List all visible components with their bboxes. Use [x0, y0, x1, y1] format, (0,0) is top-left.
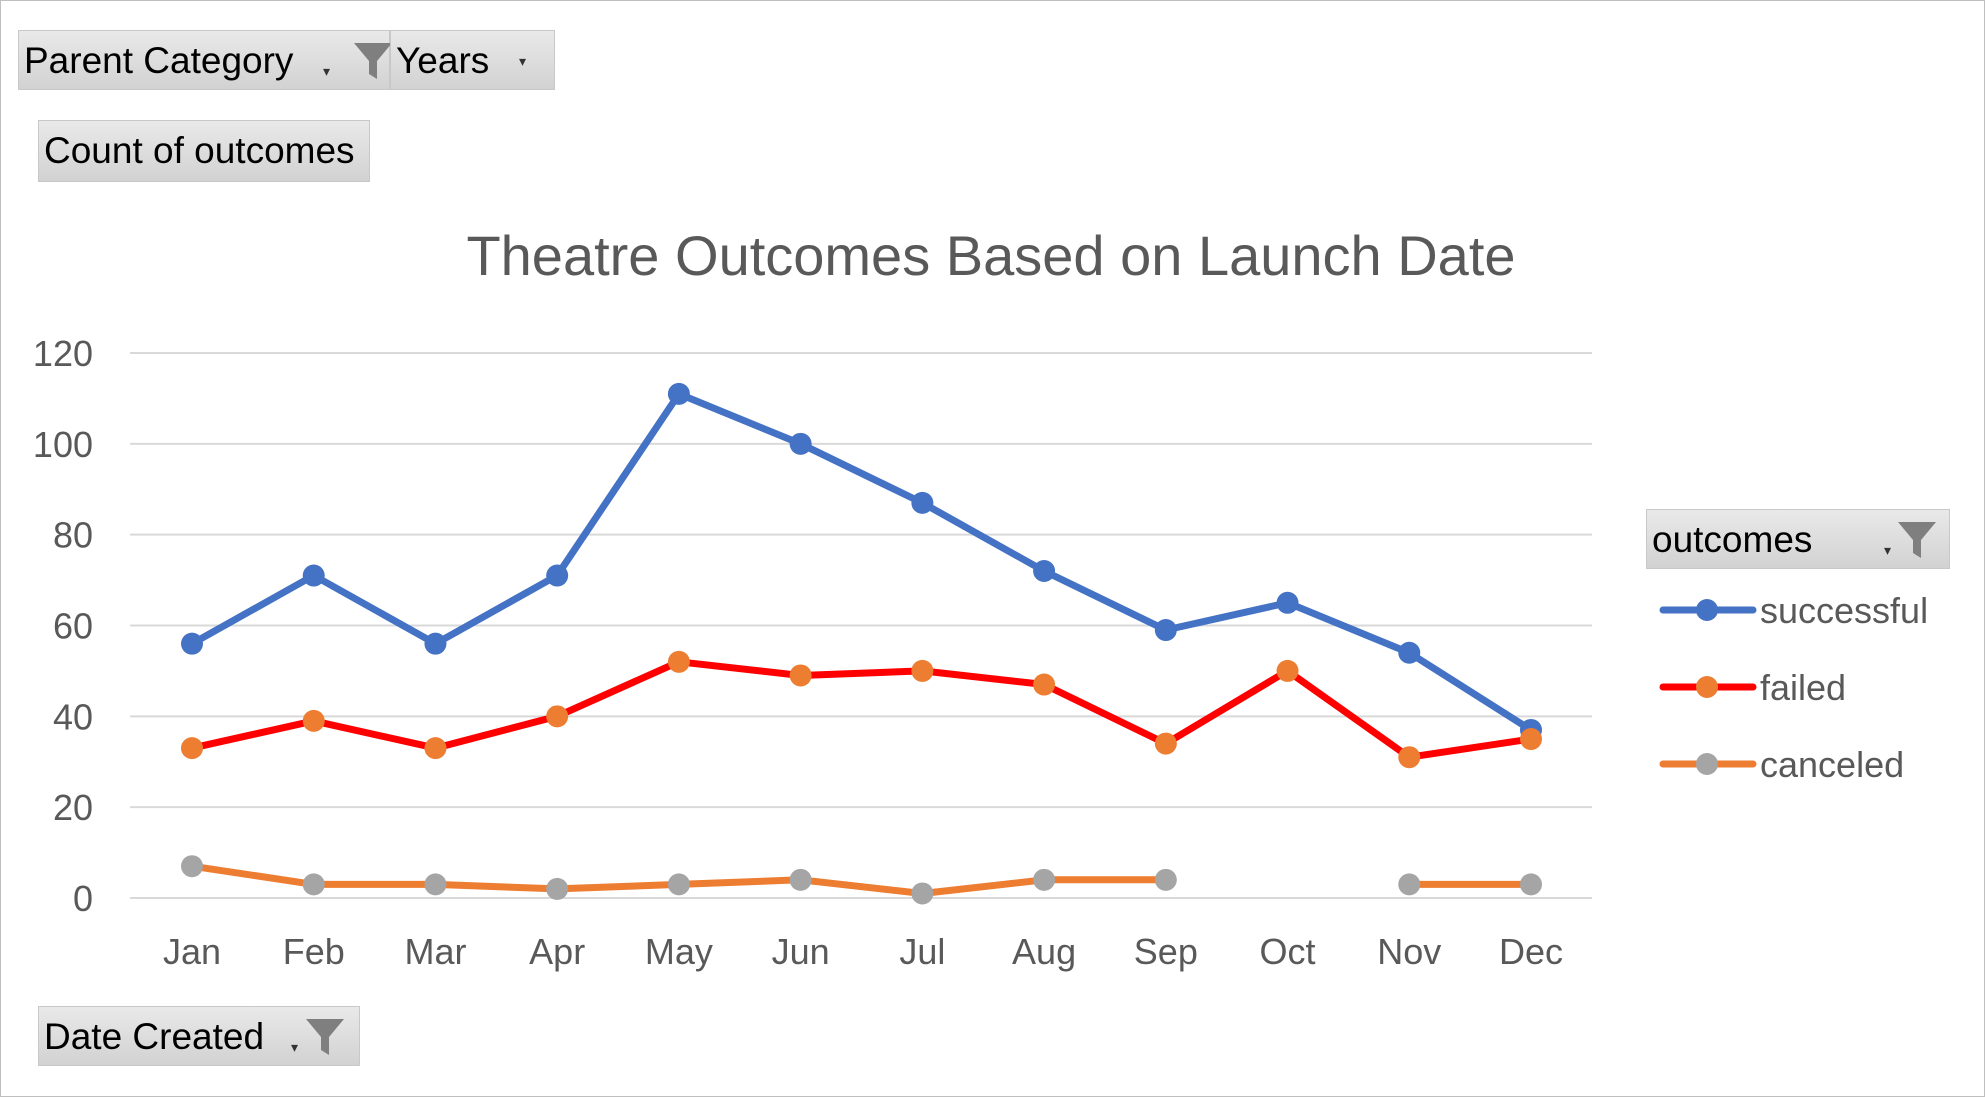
y-tick-label: 80 — [53, 515, 93, 556]
x-tick-label: Jan — [163, 931, 221, 972]
x-tick-label: Nov — [1377, 931, 1441, 972]
x-tick-label: Aug — [1012, 931, 1076, 972]
successful-point-feb — [302, 564, 325, 587]
series-canceled — [181, 855, 1542, 905]
legend-label: successful — [1760, 590, 1928, 631]
canceled-point-jan — [181, 855, 203, 878]
failed-point-feb — [302, 709, 325, 732]
series-failed — [181, 650, 1542, 769]
legend-entry-failed[interactable]: failed — [1659, 667, 1846, 708]
count-of-outcomes-field-button[interactable]: Count of outcomes — [38, 120, 370, 182]
successful-point-oct — [1276, 591, 1299, 614]
failed-point-may — [667, 650, 690, 673]
failed-line — [188, 658, 1535, 761]
date-created-filter-button[interactable]: Date Created ▾ — [38, 1006, 360, 1066]
failed-point-apr — [546, 705, 569, 728]
chevron-down-icon: ▾ — [291, 1039, 299, 1055]
canceled-point-sep — [1154, 868, 1177, 891]
y-tick-label: 60 — [53, 606, 93, 647]
successful-point-sep — [1154, 619, 1177, 642]
y-tick-label: 120 — [33, 333, 93, 374]
x-tick-label: Dec — [1499, 931, 1563, 972]
x-tick-label: Feb — [283, 931, 345, 972]
successful-line — [188, 390, 1535, 734]
failed-point-mar — [424, 737, 447, 760]
successful-point-apr — [546, 564, 569, 587]
years-label: Years — [396, 40, 490, 81]
count-of-outcomes-label: Count of outcomes — [44, 130, 355, 171]
legend-marker-swatch — [1696, 753, 1718, 775]
legend-marker-swatch — [1696, 599, 1718, 621]
outcomes-legend-filter-button[interactable]: outcomes ▾ — [1646, 509, 1950, 569]
x-tick-label: Jun — [772, 931, 830, 972]
failed-point-oct — [1276, 659, 1299, 682]
x-tick-label: Apr — [529, 931, 585, 972]
legend-entry-successful[interactable]: successful — [1659, 590, 1928, 631]
y-tick-label: 0 — [73, 878, 93, 919]
chart-title: Theatre Outcomes Based on Launch Date — [466, 224, 1515, 287]
x-axis-tick-labels: Jan Feb Mar Apr May Jun Jul Aug Sep Oct Nov Dec — [163, 931, 1563, 972]
chevron-down-icon: ▾ — [323, 63, 331, 79]
filter-icon — [306, 1019, 344, 1055]
legend-label: canceled — [1760, 744, 1904, 785]
chevron-down-icon: ▾ — [519, 53, 527, 69]
canceled-point-feb — [302, 873, 325, 896]
legend-entry-canceled[interactable]: canceled — [1659, 744, 1904, 785]
failed-point-aug — [1033, 673, 1056, 696]
canceled-point-jul — [911, 882, 934, 905]
legend-marker-swatch — [1696, 676, 1718, 698]
failed-point-dec — [1520, 728, 1542, 751]
canceled-point-nov — [1398, 873, 1421, 896]
filter-icon — [1898, 522, 1936, 558]
successful-point-jan — [181, 632, 203, 655]
date-created-label: Date Created — [44, 1016, 265, 1057]
chevron-down-icon: ▾ — [1884, 542, 1892, 558]
series-lines — [181, 382, 1542, 905]
successful-point-aug — [1033, 560, 1056, 582]
y-tick-label: 40 — [53, 696, 93, 737]
canceled-point-dec — [1520, 873, 1542, 896]
successful-point-jun — [789, 432, 812, 455]
legend: successful failed canceled — [1659, 590, 1928, 785]
successful-point-mar — [424, 632, 447, 655]
failed-point-jun — [789, 664, 812, 687]
legend-label: failed — [1760, 667, 1846, 708]
canceled-point-mar — [424, 873, 447, 896]
y-tick-label: 100 — [33, 424, 93, 465]
years-filter-button[interactable]: Years ▾ — [390, 30, 555, 90]
y-axis-tick-labels: 0 20 40 60 80 100 120 — [33, 333, 93, 919]
outcomes-label: outcomes — [1652, 519, 1813, 560]
x-tick-label: Jul — [899, 931, 945, 972]
successful-point-jul — [911, 491, 934, 514]
canceled-point-may — [667, 873, 690, 896]
parent-category-filter-button[interactable]: Parent Category ▾ — [18, 30, 392, 90]
x-tick-label: May — [645, 931, 713, 972]
failed-point-nov — [1398, 746, 1421, 769]
successful-point-nov — [1398, 641, 1421, 664]
gridlines — [130, 352, 1592, 899]
failed-point-sep — [1154, 732, 1177, 755]
x-tick-label: Sep — [1134, 931, 1198, 972]
failed-point-jan — [181, 737, 203, 760]
series-successful — [181, 382, 1542, 741]
y-tick-label: 20 — [53, 787, 93, 828]
canceled-point-apr — [546, 877, 569, 900]
failed-point-jul — [911, 659, 934, 682]
canceled-point-aug — [1033, 868, 1056, 891]
parent-category-label: Parent Category — [24, 40, 294, 81]
x-tick-label: Mar — [404, 931, 466, 972]
canceled-point-jun — [789, 868, 812, 891]
successful-point-may — [667, 382, 690, 405]
filter-icon — [354, 43, 392, 79]
x-tick-label: Oct — [1260, 931, 1316, 972]
canceled-line — [188, 862, 1535, 897]
